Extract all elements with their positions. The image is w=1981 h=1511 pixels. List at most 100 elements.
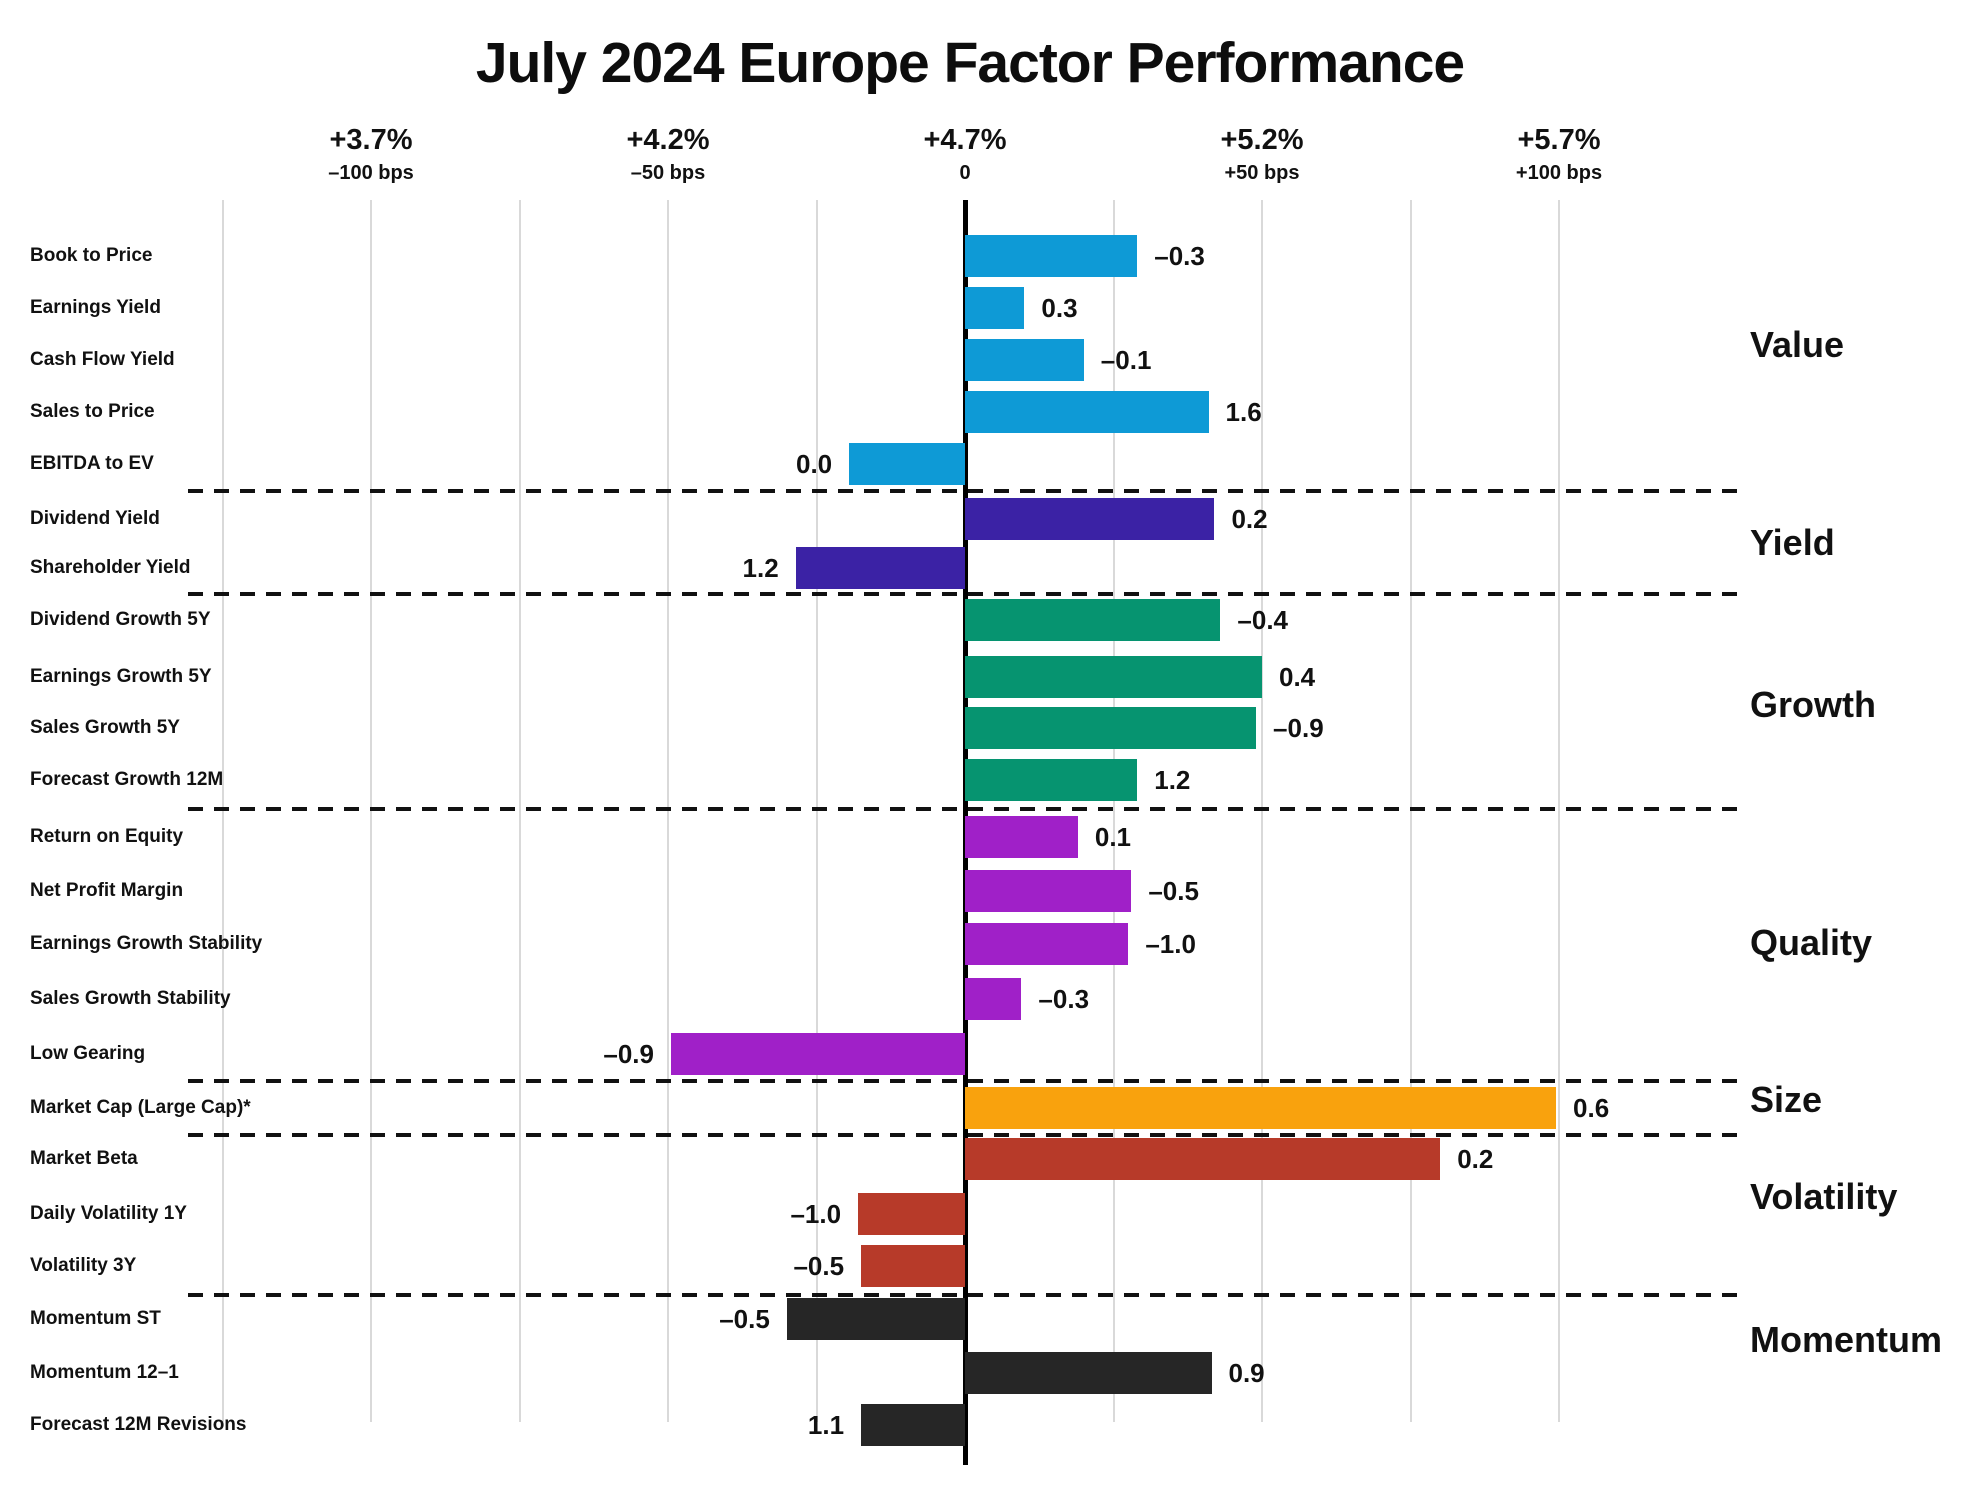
bar [965,923,1129,965]
bar [965,287,1025,329]
factor-label: Low Gearing [30,1043,146,1064]
gridline [1112,200,1115,1422]
bar [965,816,1078,858]
section-label-momentum: Momentum [1750,1319,1942,1360]
bar-value-label: 0.0 [796,449,833,479]
bar-value-label: 0.2 [1457,1144,1494,1174]
factor-label: Cash Flow Yield [30,349,175,370]
bar-value-label: –0.5 [793,1251,845,1281]
factor-label: Earnings Yield [30,297,161,318]
section-separator [188,1079,1745,1083]
bar [861,1404,965,1446]
gridline [1409,200,1412,1422]
gridline [667,200,669,1422]
factor-label: Forecast Growth 12M [30,769,224,790]
axis-tick-bps-label: –100 bps [328,162,414,184]
factor-label: Dividend Yield [30,508,160,529]
bar [965,391,1209,433]
bar-value-label: 0.6 [1573,1093,1610,1123]
bar-value-label: –0.9 [603,1039,654,1069]
axis-tick-bps-label: +100 bps [1515,162,1603,184]
factor-label: Earnings Growth 5Y [30,666,212,687]
section-label-size: Size [1750,1079,1823,1120]
bar [965,1138,1441,1180]
bar [965,339,1084,381]
bar [965,235,1138,277]
section-separator [188,489,1745,493]
factor-label: Momentum ST [30,1308,161,1329]
chart-title: July 2024 Europe Factor Performance [475,31,1465,95]
factor-label: Daily Volatility 1Y [30,1203,187,1224]
factor-label: EBITDA to EV [30,453,154,474]
bar-value-label: 1.1 [807,1410,845,1440]
factor-label: Shareholder Yield [30,557,191,578]
bar-value-label: –0.4 [1237,605,1289,635]
bar-value-label: 1.2 [1154,765,1191,795]
gridline [815,200,818,1422]
section-label-growth: Growth [1750,684,1876,725]
section-label-volatility: Volatility [1750,1176,1898,1217]
factor-label: Forecast 12M Revisions [30,1414,247,1435]
gridline [1558,200,1560,1422]
bar [858,1193,965,1235]
bar [965,1352,1212,1394]
bar [786,1298,965,1340]
bar-value-label: –0.3 [1154,241,1205,271]
axis-tick-percent-label: +5.7% [1517,124,1601,156]
bar-value-label: –0.5 [719,1304,770,1334]
factor-label: Sales Growth 5Y [30,717,180,738]
bar-value-label: –0.9 [1273,713,1324,743]
factor-label: Sales Growth Stability [30,988,231,1009]
factor-label: Market Beta [30,1148,138,1169]
factor-label: Sales to Price [30,401,155,422]
gridline [1261,200,1263,1422]
gridline [221,200,224,1422]
factor-label: Volatility 3Y [30,1255,137,1276]
bar [795,547,965,589]
bar-value-label: 0.2 [1231,504,1268,534]
bar [965,759,1138,801]
bar [670,1033,965,1075]
bar [965,599,1221,641]
bar-value-label: –0.3 [1038,984,1090,1014]
bar-value-label: 0.9 [1228,1358,1265,1388]
section-label-yield: Yield [1750,522,1835,563]
axis-tick-bps-label: –50 bps [630,162,706,184]
axis-tick-bps-label: +50 bps [1224,162,1300,184]
axis-tick-percent-label: +5.2% [1220,124,1304,156]
bar [965,498,1215,540]
bar-value-label: 1.2 [742,553,779,583]
bar-value-label: –0.5 [1148,876,1199,906]
bar [965,707,1257,749]
section-separator [188,592,1745,596]
factor-label: Return on Equity [30,826,184,847]
bar-value-label: 0.1 [1094,822,1132,852]
bar [965,978,1022,1020]
section-label-value: Value [1750,324,1845,365]
axis-tick-percent-label: +4.7% [923,124,1007,156]
bar-value-label: –1.0 [790,1199,842,1229]
section-separator [188,1133,1745,1137]
section-separator [188,1293,1745,1297]
axis-tick-bps-label: 0 [959,162,971,184]
factor-label: Dividend Growth 5Y [30,609,211,630]
bar [965,1087,1557,1129]
axis-tick-percent-label: +3.7% [329,124,413,156]
bar-value-label: 1.6 [1225,397,1262,427]
factor-label: Book to Price [30,245,153,266]
bar [965,656,1262,698]
bar-value-label: –0.1 [1100,345,1152,375]
section-label-quality: Quality [1750,922,1873,963]
bar [965,870,1132,912]
bar-value-label: –1.0 [1145,929,1196,959]
factor-label: Net Profit Margin [30,880,184,901]
gridline [518,200,521,1422]
bar [861,1245,965,1287]
gridline [370,200,372,1422]
factor-label: Momentum 12–1 [30,1362,179,1383]
axis-tick-percent-label: +4.2% [626,124,710,156]
factor-label: Market Cap (Large Cap)* [30,1097,251,1118]
factor-label: Earnings Growth Stability [30,933,263,954]
bar-value-label: 0.3 [1041,293,1078,323]
